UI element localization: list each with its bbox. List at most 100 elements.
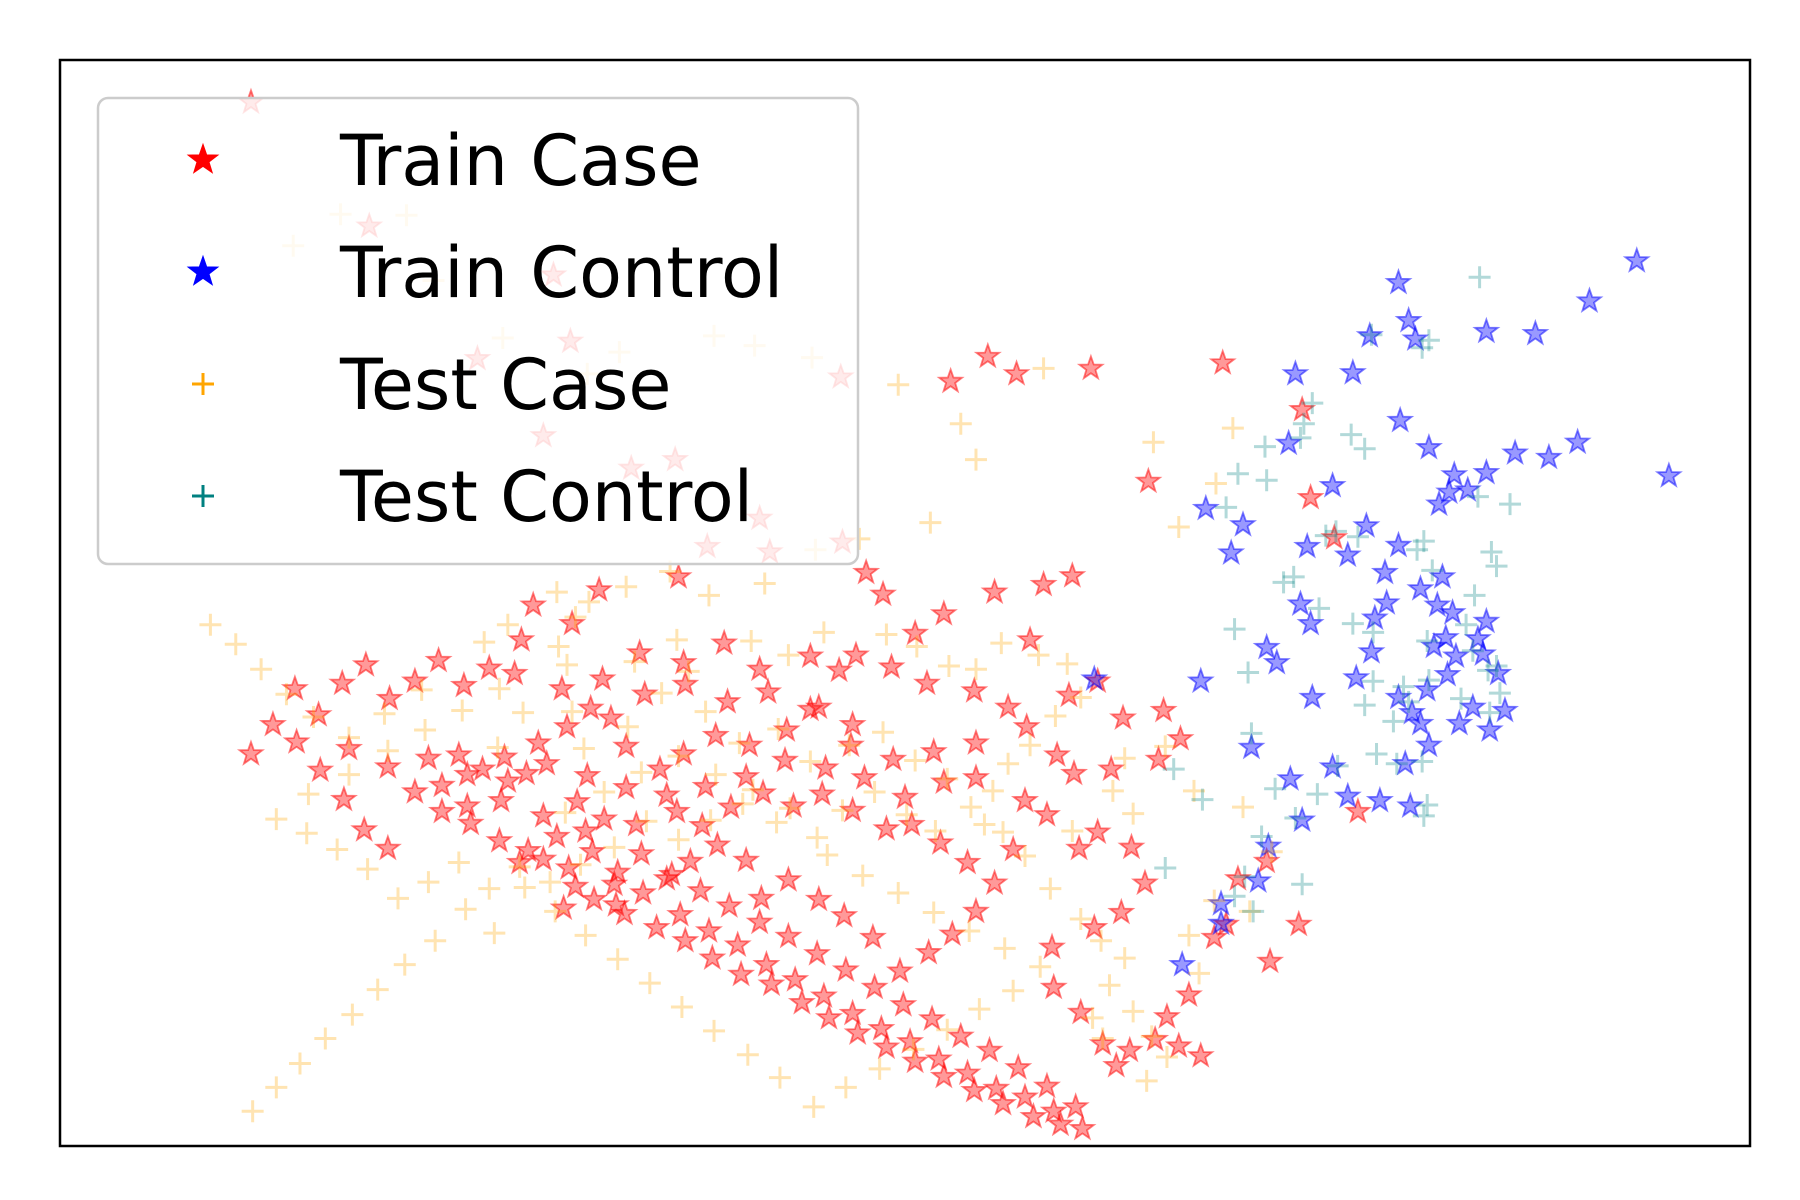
data-point bbox=[1412, 530, 1435, 553]
data-point bbox=[606, 948, 629, 971]
data-point bbox=[1412, 804, 1435, 827]
data-point bbox=[782, 966, 808, 991]
data-point bbox=[852, 764, 877, 789]
data-point bbox=[1468, 266, 1491, 289]
data-point bbox=[1411, 336, 1434, 359]
data-point bbox=[1386, 532, 1411, 557]
data-point bbox=[997, 752, 1020, 775]
data-point bbox=[288, 1052, 311, 1075]
data-point bbox=[949, 412, 972, 435]
data-point bbox=[199, 613, 222, 636]
data-point bbox=[1461, 639, 1484, 662]
data-point bbox=[1408, 575, 1433, 600]
data-point bbox=[1359, 638, 1384, 663]
data-point bbox=[1314, 524, 1337, 547]
data-point bbox=[750, 780, 776, 804]
data-point bbox=[508, 855, 531, 878]
data-point bbox=[813, 755, 838, 779]
data-point bbox=[451, 672, 477, 697]
data-point bbox=[1416, 793, 1439, 816]
data-point bbox=[402, 779, 428, 803]
data-point bbox=[853, 559, 879, 584]
data-point bbox=[531, 802, 556, 827]
data-point bbox=[1326, 754, 1349, 777]
data-point bbox=[926, 1046, 952, 1070]
data-point bbox=[1085, 819, 1110, 843]
data-point bbox=[1119, 834, 1144, 858]
data-point bbox=[502, 660, 527, 685]
data-point bbox=[728, 732, 751, 755]
data-point bbox=[697, 584, 720, 607]
data-point bbox=[1372, 559, 1398, 584]
data-point bbox=[963, 764, 989, 789]
data-point bbox=[1385, 752, 1408, 775]
data-point bbox=[749, 885, 774, 910]
data-point bbox=[635, 810, 658, 833]
data-point bbox=[767, 717, 790, 740]
data-point bbox=[964, 448, 987, 471]
legend-entry: Test Control bbox=[192, 456, 753, 538]
data-point bbox=[603, 836, 626, 859]
data-point bbox=[1215, 496, 1238, 519]
data-point bbox=[1367, 787, 1393, 812]
data-point bbox=[1463, 584, 1486, 607]
data-point bbox=[995, 694, 1021, 718]
data-point bbox=[1455, 613, 1478, 636]
data-point bbox=[863, 780, 886, 803]
data-point bbox=[936, 767, 959, 790]
data-point bbox=[1240, 722, 1263, 745]
data-point bbox=[765, 811, 788, 834]
data-point bbox=[306, 701, 331, 726]
data-point bbox=[314, 1027, 337, 1050]
data-point bbox=[677, 660, 700, 683]
data-point bbox=[1257, 948, 1283, 972]
data-point bbox=[755, 679, 781, 703]
data-point bbox=[250, 658, 273, 681]
data-point bbox=[1255, 469, 1278, 492]
data-point bbox=[307, 757, 333, 781]
data-point bbox=[1272, 571, 1295, 594]
data-point bbox=[672, 671, 698, 696]
data-point bbox=[1387, 407, 1413, 432]
legend-marker-plus bbox=[192, 485, 214, 507]
data-point bbox=[1656, 463, 1682, 487]
data-point bbox=[586, 577, 612, 601]
data-point bbox=[1117, 1037, 1143, 1062]
data-point bbox=[514, 760, 539, 785]
data-point bbox=[1417, 329, 1440, 352]
data-point bbox=[959, 796, 982, 819]
data-point bbox=[1012, 787, 1038, 812]
data-point bbox=[838, 734, 861, 757]
data-point bbox=[1132, 870, 1158, 894]
data-point bbox=[483, 922, 506, 945]
data-point bbox=[265, 1076, 288, 1099]
data-point bbox=[1113, 947, 1136, 970]
data-point bbox=[593, 780, 616, 803]
data-point bbox=[931, 600, 957, 625]
data-point bbox=[868, 1057, 891, 1080]
data-point bbox=[1282, 565, 1305, 588]
data-point bbox=[700, 945, 725, 969]
data-point bbox=[1242, 900, 1265, 923]
data-point bbox=[326, 838, 349, 861]
data-point bbox=[1386, 684, 1411, 709]
data-point bbox=[902, 1048, 928, 1072]
data-point bbox=[1341, 612, 1364, 635]
data-point bbox=[1005, 1054, 1031, 1079]
data-point bbox=[990, 632, 1013, 655]
data-point bbox=[940, 921, 965, 945]
data-point bbox=[1264, 777, 1287, 800]
data-point bbox=[559, 610, 585, 635]
data-point bbox=[1044, 742, 1070, 766]
data-point bbox=[696, 918, 722, 942]
data-point bbox=[1029, 955, 1052, 978]
data-point bbox=[509, 627, 534, 651]
data-point bbox=[704, 763, 727, 786]
data-point bbox=[1362, 621, 1385, 644]
data-point bbox=[799, 750, 822, 773]
data-point bbox=[753, 572, 776, 595]
data-point bbox=[630, 761, 653, 784]
data-point bbox=[1233, 865, 1256, 888]
data-point bbox=[1360, 323, 1383, 346]
data-point bbox=[1365, 742, 1388, 765]
